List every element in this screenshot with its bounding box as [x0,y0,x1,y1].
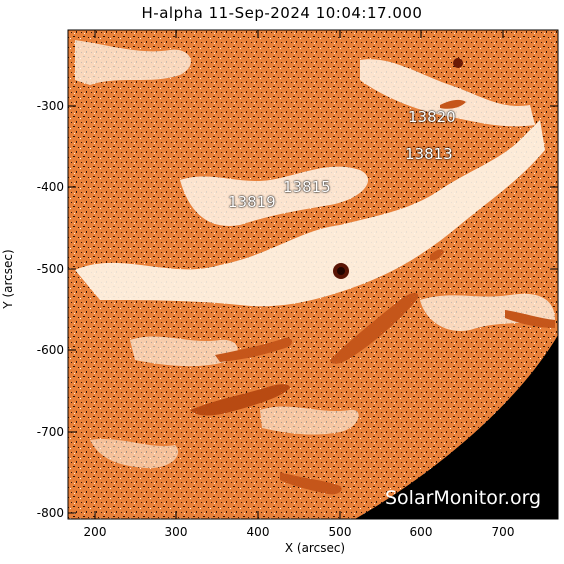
y-axis-title-wrap: Y (arcsec) [0,220,16,340]
filament [190,384,290,416]
x-tick-label: 200 [84,525,107,539]
active-region-label: 13819 [228,193,276,211]
x-tick-label: 600 [410,525,433,539]
y-axis [68,105,558,514]
filament [440,99,466,109]
sunspot-umbra [337,267,345,275]
y-tick-label: -600 [37,343,64,357]
active-region-label: 13820 [408,108,456,126]
x-tick-label: 400 [247,525,270,539]
filament [430,249,444,261]
x-axis [94,30,504,519]
y-tick-label: -400 [37,180,64,194]
y-tick-label: -300 [37,99,64,113]
y-tick-label: -700 [37,425,64,439]
filament [215,337,292,362]
y-axis-title: Y (arcsec) [1,249,15,309]
plage-region [75,40,191,85]
x-tick-label: 500 [329,525,352,539]
x-tick-label: 700 [492,525,515,539]
plage-region [360,59,535,127]
y-tick-label: -800 [37,506,64,520]
plage-region [130,336,238,367]
plage-region [180,166,369,226]
filament [280,472,342,495]
active-region-label: 13815 [283,178,331,196]
sunspot [453,58,463,68]
plage-region [90,438,179,469]
chart-title: H-alpha 11-Sep-2024 10:04:17.000 [141,4,423,22]
x-tick-label: 300 [165,525,188,539]
filament [505,310,555,328]
filament [330,292,419,364]
y-tick-label: -500 [37,262,64,276]
plage-region [75,120,545,307]
off-disk-space [355,335,558,519]
plage-region [260,406,359,435]
x-axis-title: X (arcsec) [284,541,346,555]
active-region-label: 13813 [405,145,453,163]
watermark: SolarMonitor.org [385,487,542,509]
plot-frame [67,29,559,520]
